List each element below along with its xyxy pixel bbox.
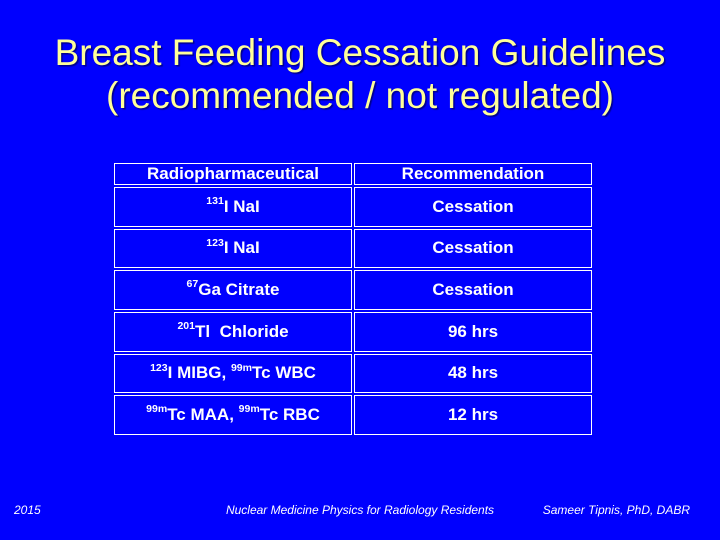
- slide-footer: 2015 Nuclear Medicine Physics for Radiol…: [0, 503, 720, 523]
- recommendation-cell: 96 hrs: [354, 311, 592, 352]
- radiopharmaceutical-column-header: Radiopharmaceutical: [114, 163, 352, 185]
- footer-course-title: Nuclear Medicine Physics for Radiology R…: [225, 503, 495, 517]
- isotope-mass-superscript: 123: [150, 361, 168, 374]
- recommendation-cell: Cessation: [354, 270, 592, 310]
- table-row: 201Tl Chloride 96 hrs: [114, 311, 592, 352]
- footer-author: Sameer Tipnis, PhD, DABR: [542, 503, 690, 517]
- radiopharmaceutical-cell: 123I MIBG, 99mTc WBC: [114, 353, 352, 394]
- isotope-mass-superscript: 201: [177, 320, 196, 333]
- isotope-mass-superscript: 99m: [238, 403, 260, 416]
- slide-title-line2: (recommended / not regulated): [106, 75, 614, 117]
- radiopharmaceutical-cell: 67Ga Citrate: [114, 270, 352, 310]
- isotope-mass-superscript: 67: [186, 278, 199, 291]
- recommendation-cell: Cessation: [354, 228, 592, 269]
- footer-year: 2015: [14, 503, 41, 517]
- table-row: 99mTc MAA, 99mTc RBC 12 hrs: [114, 395, 592, 435]
- recommendation-cell: 12 hrs: [354, 395, 592, 435]
- isotope-mass-superscript: 99m: [230, 361, 253, 374]
- slide-title: Breast Feeding Cessation Guidelines (rec…: [0, 31, 720, 118]
- table-row: 123I MIBG, 99mTc WBC 48 hrs: [114, 353, 592, 394]
- table-header-row: Radiopharmaceutical Recommendation: [114, 163, 592, 185]
- radiopharmaceutical-cell: 99mTc MAA, 99mTc RBC: [114, 395, 352, 435]
- table-body: 131I NaI Cessation 123I NaI Cessation 67Ga C…: [114, 187, 592, 435]
- table-row: 131I NaI Cessation: [114, 187, 592, 227]
- recommendation-cell: 48 hrs: [354, 353, 592, 394]
- radiopharmaceutical-cell: 201Tl Chloride: [114, 311, 352, 352]
- radiopharmaceutical-cell: 123I NaI: [114, 228, 352, 269]
- cessation-guidelines-table: Radiopharmaceutical Recommendation 131I …: [112, 161, 594, 437]
- isotope-mass-superscript: 123: [206, 236, 224, 249]
- slide-title-line1: Breast Feeding Cessation Guidelines: [54, 32, 666, 73]
- isotope-mass-superscript: 131: [206, 195, 224, 208]
- table-row: 123I NaI Cessation: [114, 228, 592, 269]
- recommendation-column-header: Recommendation: [354, 163, 592, 185]
- table-row: 67Ga Citrate Cessation: [114, 270, 592, 310]
- isotope-mass-superscript: 99m: [146, 403, 168, 416]
- recommendation-cell: Cessation: [354, 187, 592, 227]
- radiopharmaceutical-cell: 131I NaI: [114, 187, 352, 227]
